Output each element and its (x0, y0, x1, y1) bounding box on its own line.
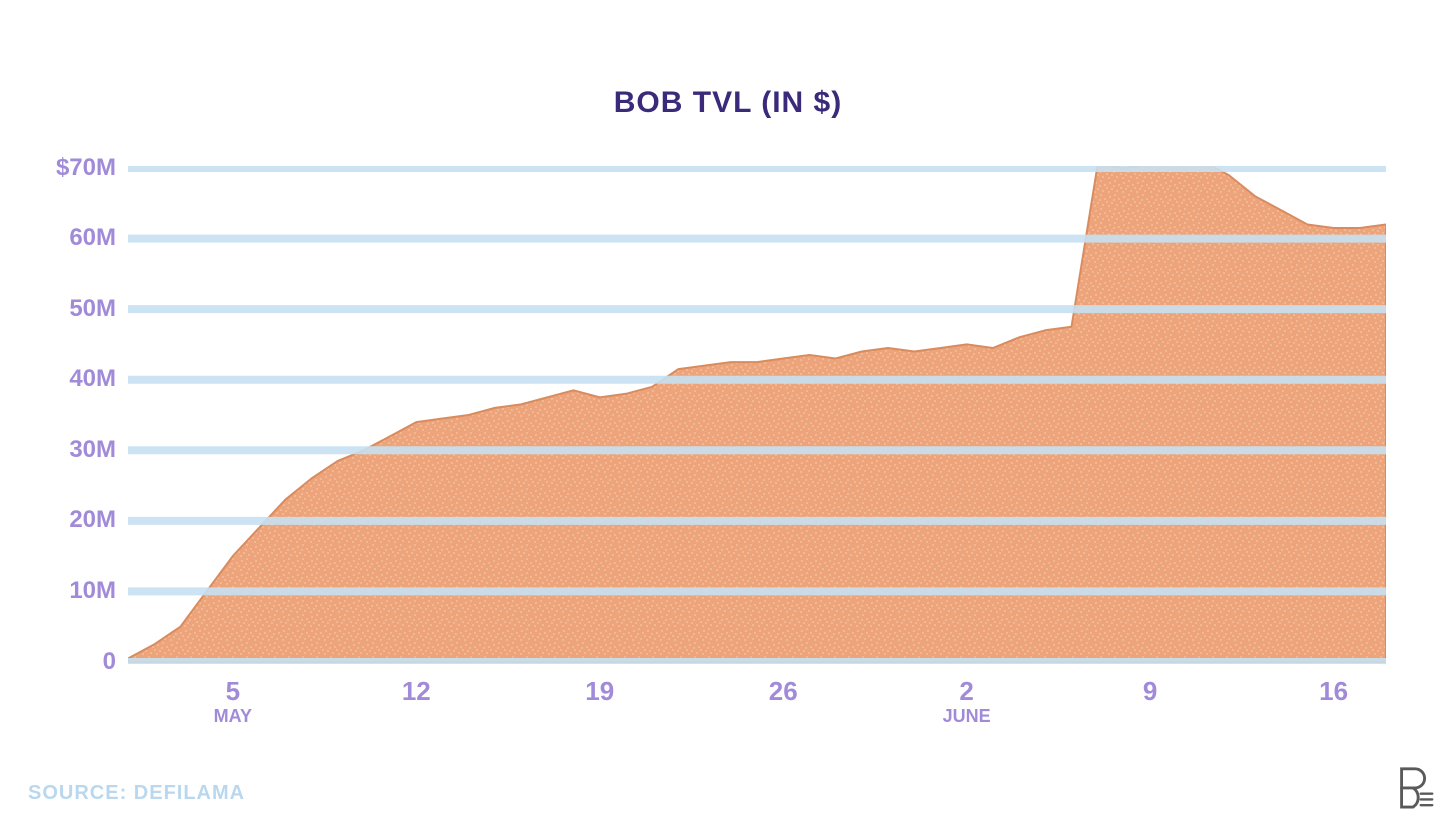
x-tick-label: 26 (769, 676, 798, 707)
y-tick-label: 30M (0, 436, 116, 464)
y-tick-label: 50M (0, 295, 116, 323)
x-month-label: JUNE (943, 706, 991, 727)
y-tick-label: $70M (0, 154, 116, 182)
y-tick-label: 0 (0, 648, 116, 676)
source-attribution: SOURCE: DEFILAMA (28, 782, 245, 805)
y-tick-label: 20M (0, 506, 116, 534)
chart-title: BOB TVL (IN $) (0, 86, 1456, 120)
x-tick-label: 5 (226, 676, 240, 707)
brand-logo-icon (1392, 763, 1438, 809)
x-tick-label: 9 (1143, 676, 1157, 707)
y-tick-label: 10M (0, 577, 116, 605)
tvl-area-chart (128, 166, 1386, 664)
x-tick-label: 12 (402, 676, 431, 707)
x-month-label: MAY (214, 706, 252, 727)
x-tick-label: 2 (959, 676, 973, 707)
y-tick-label: 60M (0, 224, 116, 252)
x-tick-label: 19 (585, 676, 614, 707)
x-tick-label: 16 (1319, 676, 1348, 707)
y-tick-label: 40M (0, 365, 116, 393)
